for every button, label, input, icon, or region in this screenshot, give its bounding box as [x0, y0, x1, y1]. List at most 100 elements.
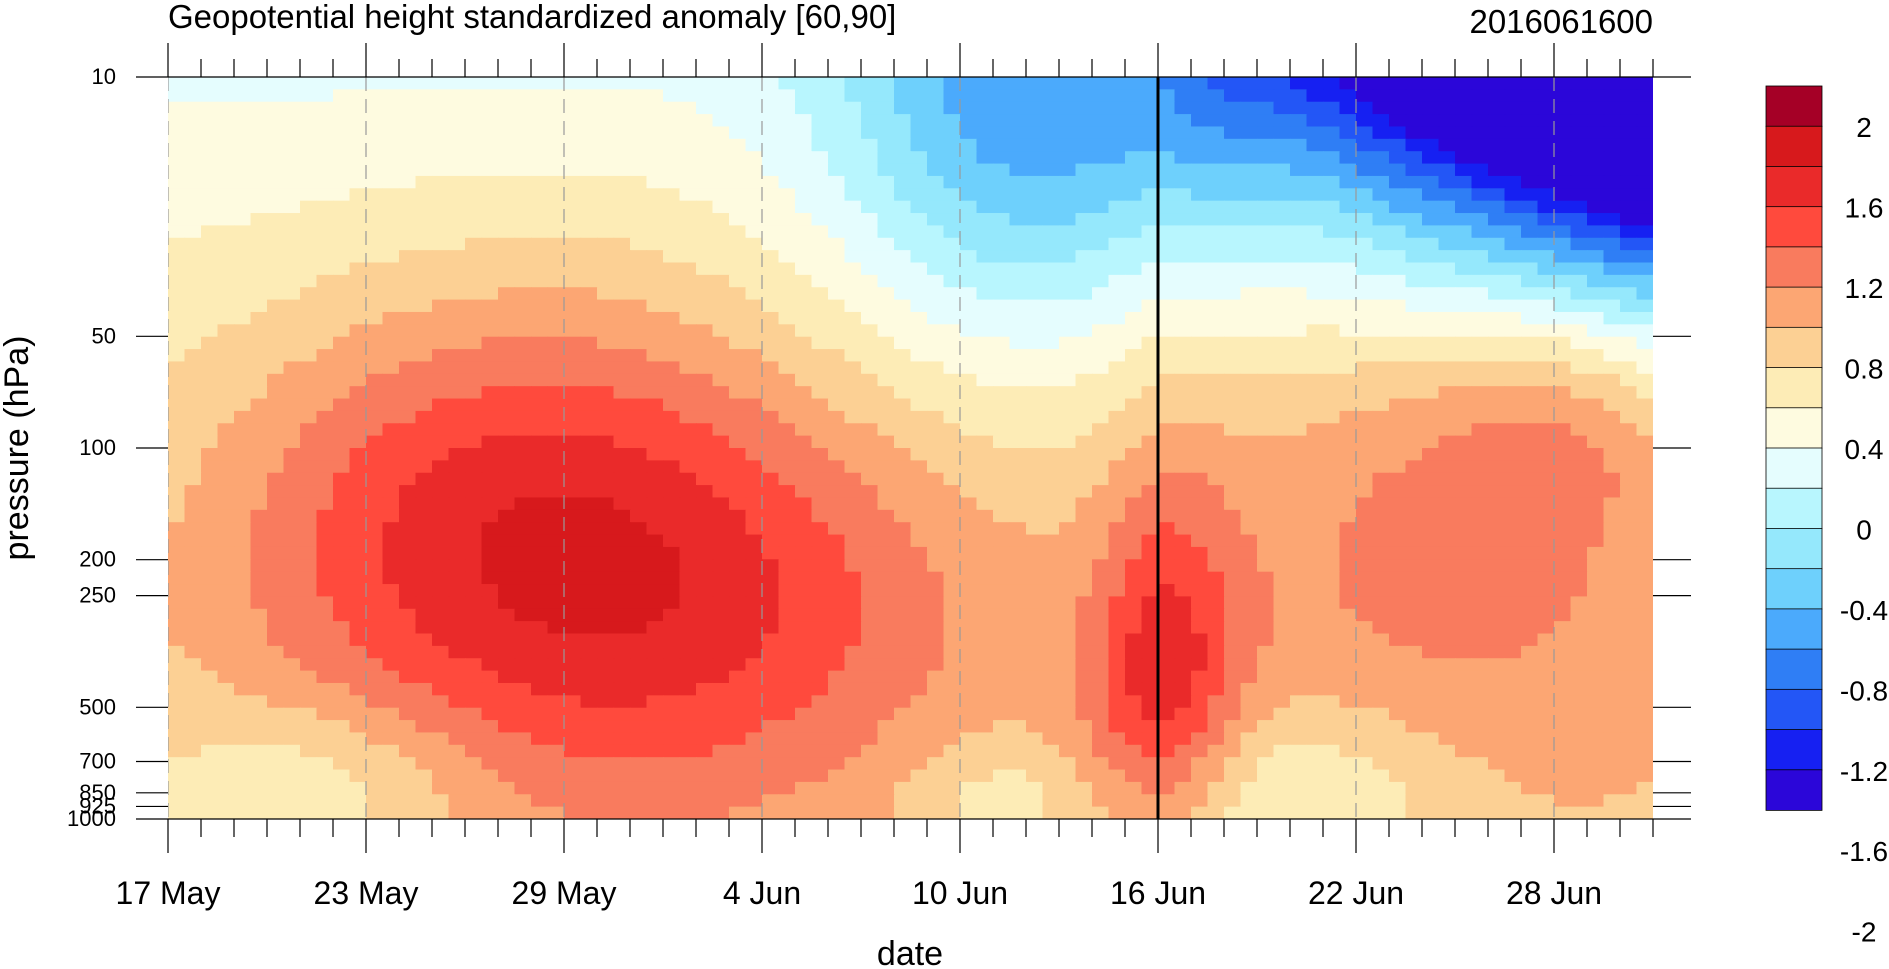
contour-cell	[366, 299, 384, 313]
contour-cell	[1026, 472, 1044, 486]
contour-cell	[267, 262, 285, 276]
contour-cell	[382, 126, 400, 140]
contour-cell	[1471, 361, 1489, 375]
contour-cell	[993, 448, 1011, 461]
contour-cell	[1224, 398, 1242, 412]
contour-cell	[1009, 311, 1027, 325]
contour-cell	[316, 213, 334, 226]
contour-cell	[1620, 670, 1638, 684]
contour-cell	[234, 682, 252, 696]
contour-cell	[960, 460, 978, 474]
contour-cell	[1125, 138, 1143, 152]
contour-cell	[795, 546, 813, 560]
contour-cell	[1471, 77, 1489, 90]
contour-cell	[547, 361, 565, 375]
contour-cell	[1372, 175, 1390, 189]
contour-cell	[679, 571, 697, 585]
contour-cell	[349, 472, 367, 486]
contour-cell	[1042, 336, 1060, 350]
contour-cell	[547, 744, 565, 758]
contour-cell	[184, 336, 202, 350]
contour-cell	[910, 398, 928, 412]
contour-cell	[349, 274, 367, 288]
contour-cell	[382, 77, 400, 90]
contour-cell	[448, 126, 466, 140]
contour-cell	[448, 287, 466, 301]
contour-cell	[910, 448, 928, 461]
contour-cell	[1240, 584, 1258, 597]
contour-cell	[300, 670, 318, 684]
contour-cell	[762, 336, 780, 350]
contour-cell	[498, 299, 516, 313]
contour-cell	[943, 311, 961, 325]
contour-cell	[1224, 435, 1242, 449]
contour-cell	[531, 336, 549, 350]
contour-cell	[267, 151, 285, 165]
contour-cell	[1092, 485, 1110, 499]
contour-cell	[1323, 732, 1341, 746]
contour-cell	[1207, 410, 1225, 424]
contour-cell	[1174, 101, 1192, 115]
contour-cell	[663, 596, 681, 610]
contour-cell	[910, 472, 928, 486]
contour-cell	[1207, 435, 1225, 449]
contour-cell	[1141, 584, 1159, 597]
contour-cell	[1356, 682, 1374, 696]
contour-cell	[1075, 287, 1093, 301]
contour-cell	[234, 237, 252, 251]
contour-cell	[283, 460, 301, 474]
contour-cell	[1042, 200, 1060, 214]
contour-cell	[201, 114, 219, 128]
contour-cell	[1042, 707, 1060, 721]
contour-cell	[1521, 262, 1539, 276]
contour-cell	[1141, 89, 1159, 103]
contour-cell	[1323, 101, 1341, 115]
contour-cell	[745, 336, 763, 350]
contour-cell	[1471, 658, 1489, 672]
contour-cell	[663, 423, 681, 437]
contour-cell	[498, 584, 516, 597]
contour-cell	[894, 485, 912, 499]
contour-cell	[1620, 163, 1638, 177]
contour-cell	[1158, 522, 1176, 536]
contour-cell	[1108, 200, 1126, 214]
contour-cell	[1224, 522, 1242, 536]
contour-cell	[1504, 720, 1522, 734]
contour-cell	[399, 584, 417, 597]
contour-cell	[1207, 720, 1225, 734]
contour-cell	[646, 485, 664, 499]
contour-cell	[646, 410, 664, 424]
contour-cell	[1059, 250, 1077, 264]
contour-cell	[696, 77, 714, 90]
contour-cell	[1240, 472, 1258, 486]
contour-cell	[844, 262, 862, 276]
contour-cell	[465, 361, 483, 375]
contour-cell	[877, 658, 895, 672]
contour-cell	[597, 398, 615, 412]
contour-cell	[382, 274, 400, 288]
contour-cell	[1372, 423, 1390, 437]
contour-cell	[910, 101, 928, 115]
contour-cell	[1240, 658, 1258, 672]
contour-cell	[910, 138, 928, 152]
contour-cell	[679, 200, 697, 214]
contour-cell	[1224, 695, 1242, 709]
contour-cell	[1026, 645, 1044, 659]
contour-cell	[663, 571, 681, 585]
contour-cell	[531, 126, 549, 140]
contour-cell	[745, 274, 763, 288]
contour-cell	[1570, 584, 1588, 597]
contour-cell	[1042, 101, 1060, 115]
contour-cell	[283, 299, 301, 313]
contour-cell	[1356, 324, 1374, 338]
contour-cell	[762, 485, 780, 499]
contour-cell	[729, 534, 747, 548]
contour-cell	[646, 373, 664, 387]
contour-cell	[283, 213, 301, 226]
contour-cell	[1257, 546, 1275, 560]
contour-cell	[1356, 460, 1374, 474]
contour-cell	[399, 682, 417, 696]
contour-cell	[1521, 101, 1539, 115]
contour-cell	[1323, 89, 1341, 103]
contour-cell	[679, 707, 697, 721]
